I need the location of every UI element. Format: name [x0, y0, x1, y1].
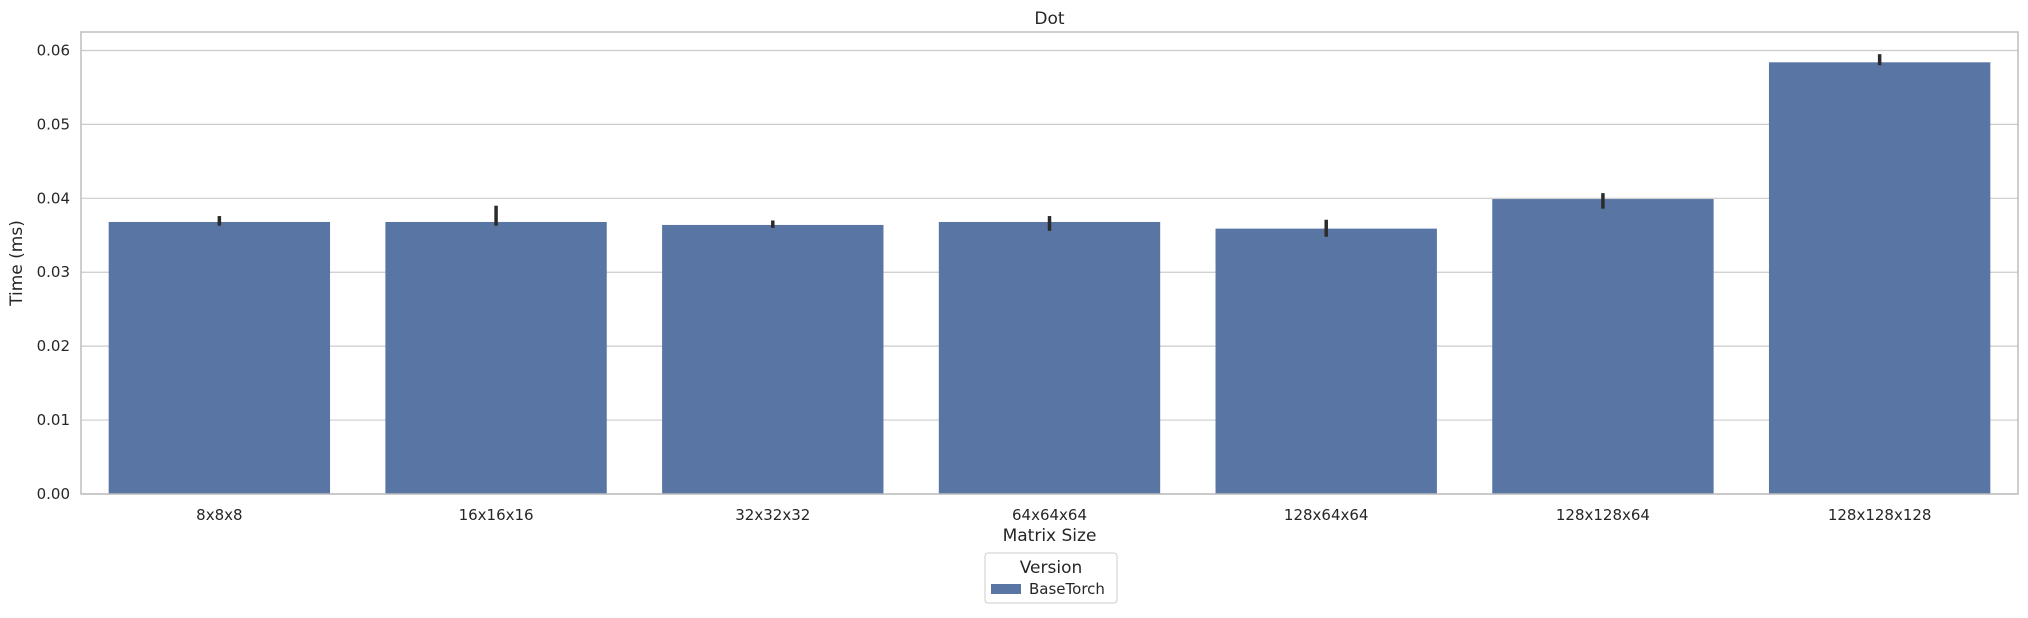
y-tick-label: 0.01: [37, 411, 70, 429]
bar: [385, 221, 607, 494]
bar: [1768, 62, 1991, 495]
y-axis-title: Time (ms): [7, 220, 27, 307]
bar: [1492, 199, 1714, 494]
x-tick-label: 128x128x64: [1556, 506, 1650, 524]
bar-layer: [108, 62, 1991, 495]
error-layer: [217, 54, 1882, 237]
y-tick-label: 0.03: [37, 263, 70, 281]
y-tick-label: 0.02: [37, 337, 70, 355]
bar: [108, 221, 331, 494]
ytick-layer: 0.00 0.01 0.02 0.03 0.04 0.05 0.06: [37, 41, 70, 503]
legend: Version BaseTorch: [984, 552, 1118, 604]
x-tick-label: 128x128x128: [1828, 506, 1932, 524]
y-tick-label: 0.05: [37, 115, 70, 133]
x-tick-label: 64x64x64: [1012, 506, 1087, 524]
y-tick-label: 0.04: [37, 189, 70, 207]
x-axis-title: Matrix Size: [1003, 526, 1097, 546]
legend-label-basetorch: BaseTorch: [1029, 580, 1105, 598]
legend-title: Version: [1020, 558, 1083, 578]
x-tick-label: 16x16x16: [459, 506, 534, 524]
x-tick-label: 128x64x64: [1284, 506, 1369, 524]
y-tick-label: 0.00: [37, 485, 70, 503]
bar: [1215, 228, 1437, 494]
plot-frame: [80, 31, 2019, 495]
chart-title: Dot: [1034, 9, 1064, 29]
xtick-layer: 8x8x8 16x16x16 32x32x32 64x64x64 128x64x64 12…: [196, 506, 1931, 524]
legend-swatch: [991, 584, 1021, 594]
x-tick-label: 32x32x32: [735, 506, 810, 524]
y-tick-label: 0.06: [37, 41, 70, 59]
bar: [662, 224, 884, 494]
x-tick-label: 8x8x8: [196, 506, 242, 524]
bar: [938, 221, 1161, 494]
